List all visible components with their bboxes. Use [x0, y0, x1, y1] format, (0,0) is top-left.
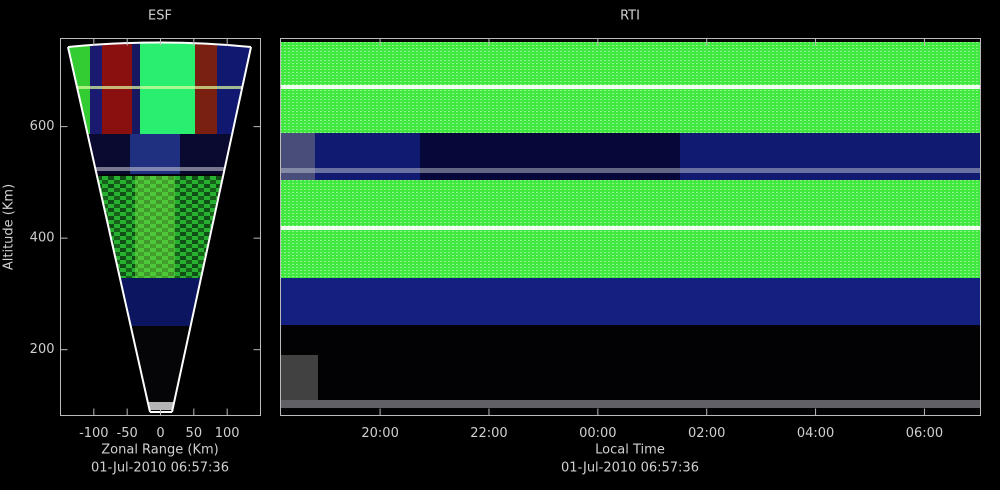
y-tick-label: 400 — [30, 231, 55, 246]
y-tick-label: 600 — [30, 119, 55, 134]
esf-title: ESF — [148, 9, 172, 24]
x-tick-label: 0 — [156, 426, 164, 441]
x-tick-label: 22:00 — [470, 426, 507, 441]
rti-subtitle: 01-Jul-2010 06:57:36 — [561, 461, 699, 476]
esf-subtitle: 01-Jul-2010 06:57:36 — [91, 461, 229, 476]
x-tick-label: -100 — [79, 426, 109, 441]
y-tick-label: 200 — [30, 342, 55, 357]
x-tick-label: 00:00 — [579, 426, 616, 441]
fan-outline — [67, 41, 252, 413]
x-tick-label: -50 — [117, 426, 138, 441]
rti-frame — [280, 38, 981, 416]
x-tick-label: 02:00 — [688, 426, 725, 441]
rti-image — [280, 38, 980, 415]
rti-x-label: Local Time — [595, 443, 665, 458]
rti-title: RTI — [620, 9, 640, 24]
x-tick-label: 50 — [186, 426, 203, 441]
x-tick-label: 100 — [215, 426, 240, 441]
x-tick-label: 06:00 — [906, 426, 943, 441]
esf-image — [68, 42, 251, 412]
x-tick-label: 04:00 — [797, 426, 834, 441]
x-tick-label: 20:00 — [361, 426, 398, 441]
y-axis-label: Altitude (Km) — [2, 184, 17, 270]
esf-x-label: Zonal Range (Km) — [101, 443, 218, 458]
